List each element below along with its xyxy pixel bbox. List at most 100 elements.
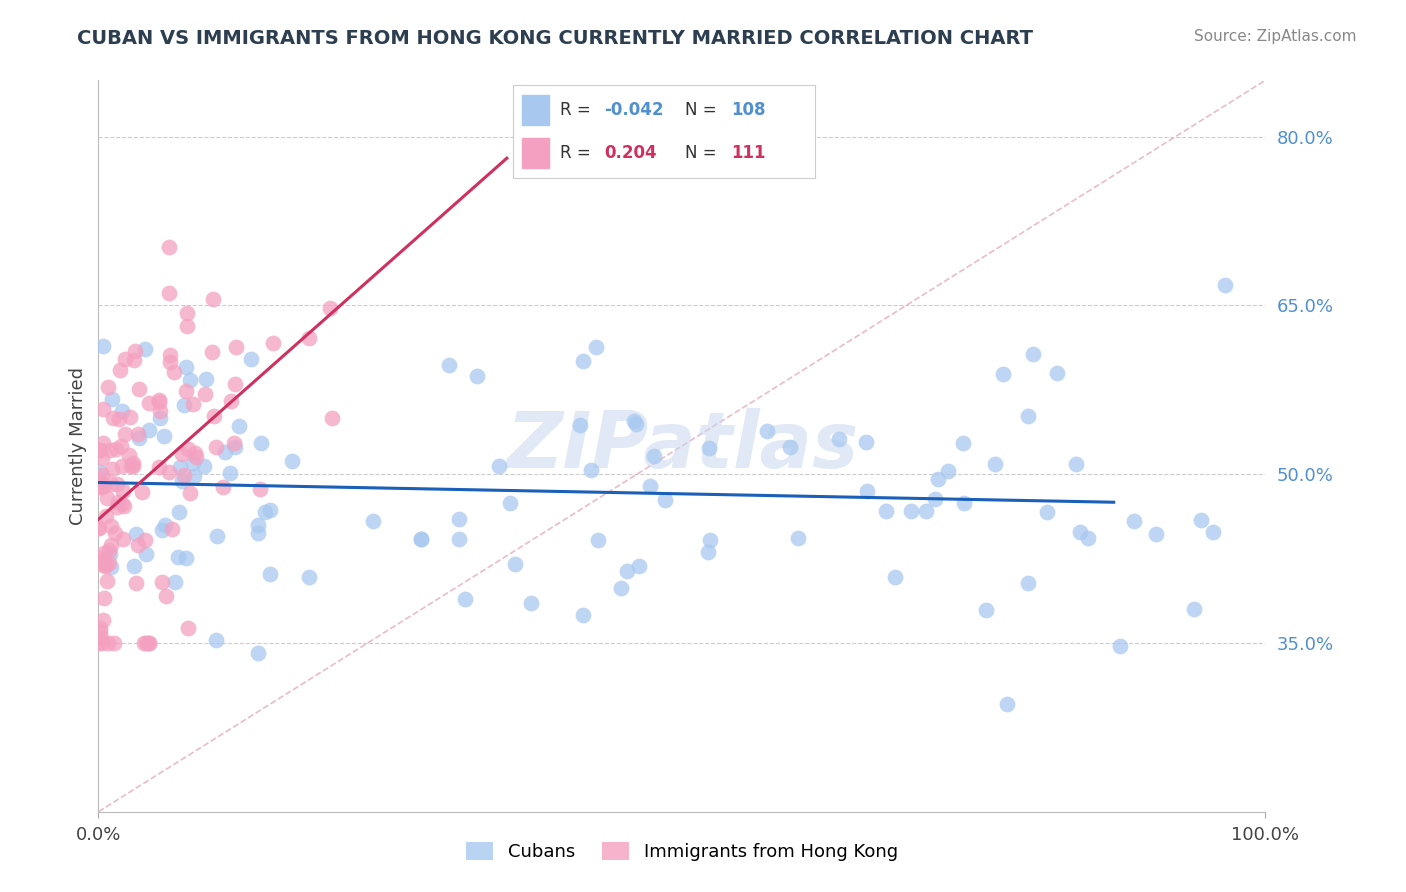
Text: ZIPatlas: ZIPatlas [506,408,858,484]
Point [176,442,198,456]
Point [163,366,186,380]
Point [167,505,190,519]
Point [160,522,183,536]
Point [900,504,922,518]
Point [173,468,195,483]
Point [93,478,115,492]
Point [107,495,129,509]
Point [924,491,946,506]
Text: R =: R = [560,145,602,162]
Point [212,480,235,494]
Point [176,384,198,398]
Point [87,443,110,458]
Point [174,551,197,566]
Point [571,354,593,368]
Text: -0.042: -0.042 [605,101,664,119]
Point [624,417,647,432]
Point [100,477,122,491]
Point [97,636,120,650]
Point [98,547,121,561]
Point [124,343,146,358]
Bar [522,95,550,125]
Point [409,532,432,546]
Point [183,469,205,483]
Point [93,436,115,450]
Point [1189,513,1212,527]
Point [131,484,153,499]
Point [262,335,284,350]
Point [132,636,155,650]
Point [974,602,997,616]
Point [128,431,150,445]
Point [184,450,207,464]
Point [170,474,193,488]
Point [585,341,607,355]
Point [465,368,488,383]
Y-axis label: Currently Married: Currently Married [69,367,87,525]
Point [100,538,122,552]
Point [298,570,321,584]
Point [214,445,236,459]
Point [1017,409,1039,424]
Point [654,493,676,508]
Point [111,533,134,547]
Point [519,596,541,610]
Text: 0.204: 0.204 [605,145,657,162]
Point [107,476,129,491]
Point [195,372,218,386]
Point [108,362,131,376]
Point [118,409,141,424]
Point [91,402,114,417]
Point [205,440,228,454]
Point [166,550,188,565]
Point [936,464,959,478]
Point [108,412,131,426]
Point [93,553,115,567]
Point [1017,576,1039,591]
Point [638,479,661,493]
Point [581,462,603,476]
Point [103,636,125,650]
Text: 111: 111 [731,145,765,162]
Point [159,348,181,362]
Point [201,292,224,306]
Point [148,392,170,407]
Point [89,465,111,479]
Point [157,285,180,300]
Point [875,504,897,518]
Point [89,443,111,458]
Point [411,533,433,547]
Point [1036,505,1059,519]
Point [138,636,160,650]
Point [87,521,110,535]
Point [207,529,229,543]
Point [1122,514,1144,528]
Point [218,466,240,480]
Point [699,533,721,548]
Point [246,518,269,533]
Point [176,318,198,333]
Point [138,395,160,409]
Point [204,633,226,648]
Point [984,457,1007,471]
Point [1202,524,1225,539]
Point [87,636,110,650]
Point [149,404,172,418]
Point [488,458,510,473]
Point [87,480,110,494]
Point [111,497,134,511]
Point [884,570,907,584]
Point [159,354,181,368]
Point [228,419,250,434]
Point [93,591,115,605]
Point [616,564,638,578]
Point [298,331,321,345]
Point [697,441,720,455]
Point [623,414,645,428]
Point [114,426,136,441]
Point [855,435,877,450]
Point [181,456,204,470]
Point [222,435,245,450]
Text: N =: N = [686,101,723,119]
Point [122,352,145,367]
